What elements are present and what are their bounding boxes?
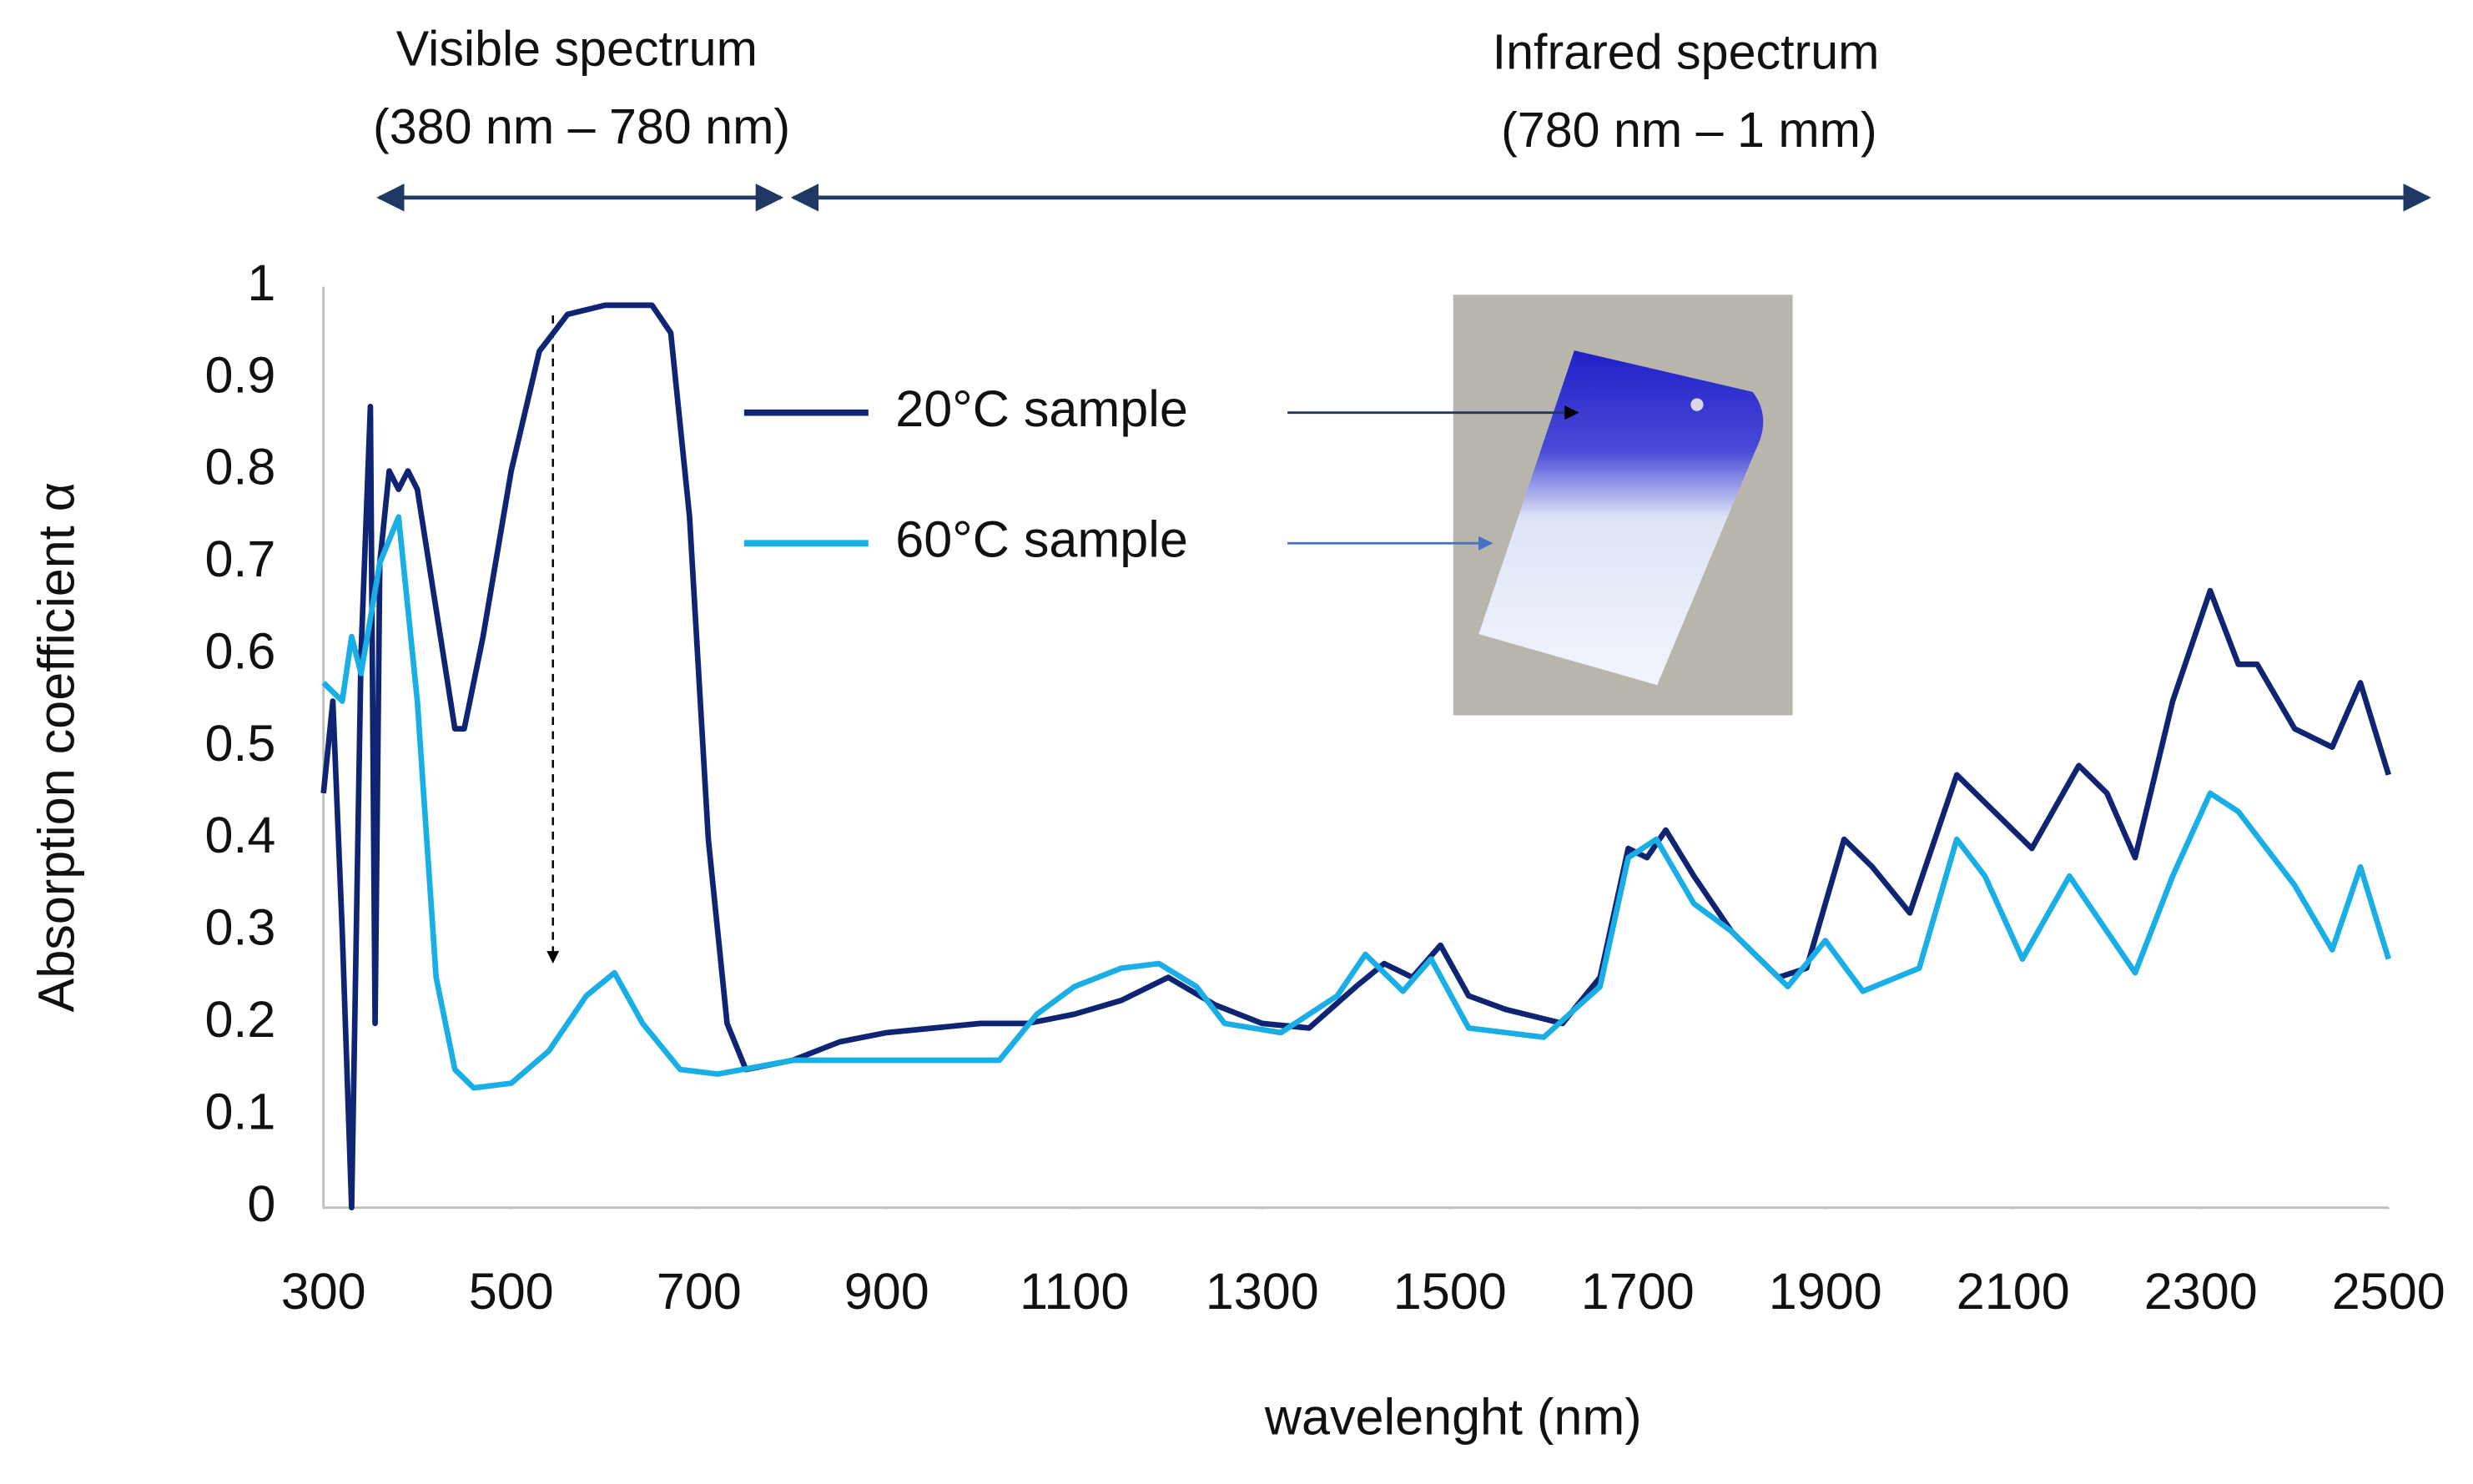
x-tick-label: 1500 (1393, 1263, 1507, 1320)
sample-photo (1453, 294, 1793, 716)
legend-label: 60°C sample (895, 511, 1188, 567)
x-tick-label: 500 (469, 1263, 554, 1320)
y-tick-label: 0.9 (204, 346, 275, 403)
x-tick-label: 1100 (1020, 1263, 1129, 1320)
y-tick-label: 0.4 (204, 807, 275, 863)
y-tick-label: 0.1 (204, 1083, 275, 1139)
legend-label: 20°C sample (895, 380, 1188, 437)
annotation: Infrared spectrum (1493, 23, 1880, 79)
x-axis-title: wavelenght (nm) (1264, 1389, 1642, 1446)
annotation: (780 nm – 1 mm) (1501, 102, 1877, 158)
y-tick-label: 0.8 (204, 439, 275, 496)
x-tick-label: 900 (844, 1263, 929, 1320)
y-tick-label: 0.7 (204, 531, 275, 587)
y-tick-label: 0.6 (204, 622, 275, 679)
x-tick-label: 700 (657, 1263, 742, 1320)
data-line (320, 302, 2391, 1210)
annotation: (380 nm – 780 nm) (373, 98, 790, 154)
y-tick-label: 1 (247, 254, 275, 311)
x-tick-label: 1900 (1769, 1263, 1882, 1320)
y-tick-label: 0.5 (204, 715, 275, 772)
data-line (321, 514, 2391, 1091)
x-tick-label: 300 (281, 1263, 366, 1320)
annotation: Visible spectrum (396, 21, 758, 77)
x-tick-label: 2300 (2144, 1263, 2258, 1320)
y-tick-label: 0.3 (204, 899, 275, 956)
y-tick-label: 0.2 (204, 991, 275, 1048)
x-tick-label: 2500 (2332, 1263, 2445, 1320)
x-tick-label: 1700 (1581, 1263, 1695, 1320)
x-tick-label: 1300 (1206, 1263, 1319, 1320)
x-tick-label: 2100 (1957, 1263, 2070, 1320)
y-tick-label: 0 (247, 1175, 275, 1232)
y-axis-title: Absorption coefficient α (28, 482, 85, 1012)
